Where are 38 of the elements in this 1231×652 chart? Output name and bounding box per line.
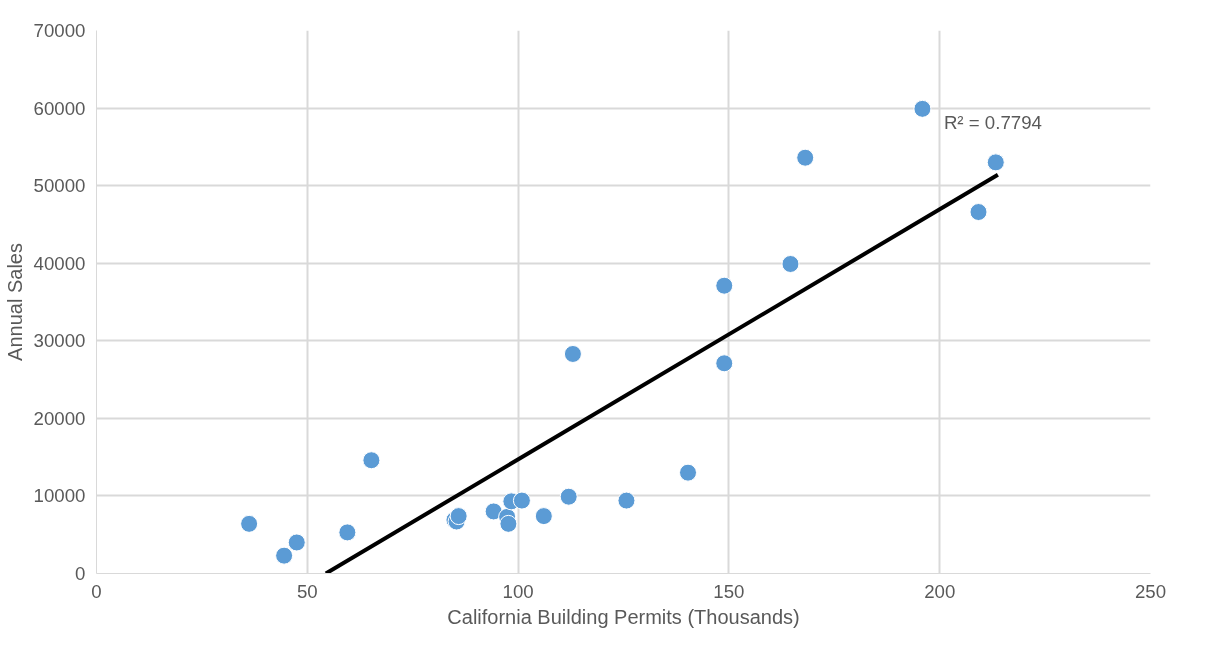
y-tick-label: 0 — [75, 563, 86, 584]
point — [969, 203, 988, 221]
point — [240, 514, 259, 533]
y-tick-label: 30000 — [33, 330, 86, 352]
y-tick-label: 50000 — [33, 175, 86, 197]
point — [715, 354, 734, 373]
point — [781, 255, 800, 273]
point — [913, 99, 932, 118]
point — [534, 507, 553, 526]
point — [499, 514, 518, 533]
point — [484, 502, 503, 521]
point — [715, 276, 734, 295]
x-tick-label: 50 — [296, 580, 318, 602]
y-tick-label: 60000 — [33, 97, 86, 119]
point — [449, 507, 468, 526]
point — [362, 451, 381, 470]
y-axis-title: Annual Sales — [3, 243, 26, 361]
point — [679, 463, 697, 482]
point — [338, 523, 357, 542]
point — [512, 491, 531, 510]
x-tick-label: 150 — [713, 580, 745, 602]
y-tick-label: 10000 — [33, 485, 86, 507]
x-tick-label: 200 — [924, 580, 956, 602]
point — [287, 533, 306, 552]
y-tick-label: 20000 — [33, 407, 86, 429]
point — [275, 546, 294, 565]
x-axis-title: California Building Permits (Thousands) — [447, 605, 800, 628]
x-tick-label: 0 — [91, 580, 102, 602]
point — [796, 148, 815, 167]
point — [617, 491, 636, 510]
y-tick-label: 40000 — [33, 252, 86, 274]
point — [559, 487, 578, 506]
point — [563, 344, 582, 363]
x-tick-label: 100 — [502, 580, 534, 602]
x-tick-label: 250 — [1134, 580, 1167, 602]
point — [986, 153, 1005, 172]
y-tick-label: 70000 — [33, 20, 86, 41]
annotation: R² = 0.7794 — [943, 111, 1042, 133]
